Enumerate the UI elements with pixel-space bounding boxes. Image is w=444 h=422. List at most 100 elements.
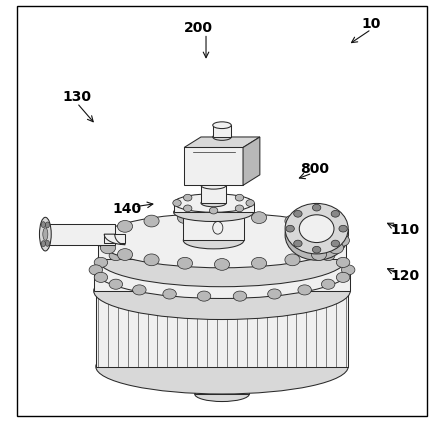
- Ellipse shape: [197, 291, 211, 301]
- Ellipse shape: [178, 212, 193, 224]
- Ellipse shape: [94, 262, 350, 319]
- Ellipse shape: [337, 257, 350, 268]
- Ellipse shape: [251, 257, 266, 269]
- Ellipse shape: [133, 245, 146, 255]
- Text: 200: 200: [184, 21, 214, 35]
- Ellipse shape: [210, 192, 218, 199]
- Ellipse shape: [299, 215, 334, 243]
- Ellipse shape: [163, 241, 176, 251]
- Ellipse shape: [183, 200, 244, 217]
- Ellipse shape: [94, 241, 350, 298]
- Ellipse shape: [329, 227, 344, 239]
- Ellipse shape: [321, 279, 335, 289]
- Text: 140: 140: [113, 202, 142, 216]
- Ellipse shape: [311, 249, 326, 260]
- Ellipse shape: [183, 232, 244, 249]
- Ellipse shape: [45, 222, 50, 228]
- Ellipse shape: [173, 200, 181, 206]
- Polygon shape: [94, 270, 350, 291]
- Ellipse shape: [133, 285, 146, 295]
- Text: 130: 130: [63, 90, 91, 104]
- Polygon shape: [201, 185, 226, 203]
- Ellipse shape: [213, 134, 231, 141]
- Ellipse shape: [163, 289, 176, 299]
- Ellipse shape: [321, 251, 335, 261]
- Ellipse shape: [268, 241, 281, 251]
- Polygon shape: [104, 234, 125, 245]
- Ellipse shape: [331, 240, 340, 247]
- Ellipse shape: [109, 279, 123, 289]
- Ellipse shape: [246, 200, 254, 206]
- Ellipse shape: [233, 291, 247, 301]
- Ellipse shape: [341, 265, 355, 275]
- Ellipse shape: [235, 194, 244, 201]
- Polygon shape: [243, 137, 260, 185]
- Polygon shape: [183, 209, 244, 241]
- Ellipse shape: [235, 205, 244, 212]
- Ellipse shape: [329, 242, 344, 254]
- Ellipse shape: [89, 265, 103, 275]
- Polygon shape: [184, 147, 243, 185]
- Polygon shape: [174, 203, 254, 212]
- Ellipse shape: [94, 272, 107, 282]
- Ellipse shape: [286, 225, 294, 232]
- Ellipse shape: [331, 211, 340, 217]
- Polygon shape: [104, 234, 125, 243]
- Ellipse shape: [183, 205, 192, 212]
- Polygon shape: [45, 224, 115, 245]
- Ellipse shape: [144, 254, 159, 266]
- Ellipse shape: [293, 240, 302, 247]
- Ellipse shape: [94, 257, 107, 268]
- Ellipse shape: [214, 211, 230, 222]
- Ellipse shape: [144, 215, 159, 227]
- Ellipse shape: [43, 228, 48, 241]
- Ellipse shape: [298, 285, 311, 295]
- Ellipse shape: [201, 181, 226, 189]
- Text: 10: 10: [361, 17, 381, 31]
- Polygon shape: [285, 229, 348, 235]
- Ellipse shape: [233, 238, 247, 249]
- Ellipse shape: [100, 227, 115, 239]
- Ellipse shape: [98, 213, 346, 268]
- Ellipse shape: [118, 220, 133, 232]
- Ellipse shape: [285, 210, 348, 260]
- Ellipse shape: [201, 199, 226, 207]
- Ellipse shape: [197, 238, 211, 249]
- Ellipse shape: [96, 339, 348, 394]
- Ellipse shape: [285, 203, 348, 254]
- Ellipse shape: [293, 211, 302, 217]
- Polygon shape: [98, 241, 346, 260]
- Text: 800: 800: [300, 162, 329, 176]
- Ellipse shape: [174, 194, 254, 212]
- Ellipse shape: [41, 222, 45, 227]
- Ellipse shape: [174, 203, 254, 222]
- Ellipse shape: [178, 257, 193, 269]
- Polygon shape: [96, 291, 348, 367]
- Polygon shape: [213, 125, 231, 137]
- Ellipse shape: [45, 241, 50, 246]
- Ellipse shape: [41, 241, 45, 246]
- Ellipse shape: [96, 264, 348, 318]
- Ellipse shape: [118, 249, 133, 260]
- Ellipse shape: [214, 259, 230, 271]
- Ellipse shape: [40, 217, 51, 251]
- Ellipse shape: [337, 272, 350, 282]
- Polygon shape: [194, 373, 250, 394]
- Ellipse shape: [285, 254, 300, 266]
- Ellipse shape: [313, 246, 321, 253]
- Ellipse shape: [313, 204, 321, 211]
- Ellipse shape: [210, 207, 218, 214]
- Ellipse shape: [95, 235, 110, 246]
- Ellipse shape: [311, 220, 326, 232]
- Ellipse shape: [100, 242, 115, 254]
- Ellipse shape: [251, 212, 266, 224]
- Polygon shape: [184, 137, 260, 147]
- Text: 110: 110: [390, 223, 420, 237]
- Ellipse shape: [298, 245, 311, 255]
- Ellipse shape: [183, 194, 192, 201]
- Ellipse shape: [334, 235, 349, 246]
- Text: 120: 120: [390, 269, 420, 283]
- Ellipse shape: [213, 122, 231, 129]
- Ellipse shape: [285, 215, 300, 227]
- Ellipse shape: [109, 251, 123, 261]
